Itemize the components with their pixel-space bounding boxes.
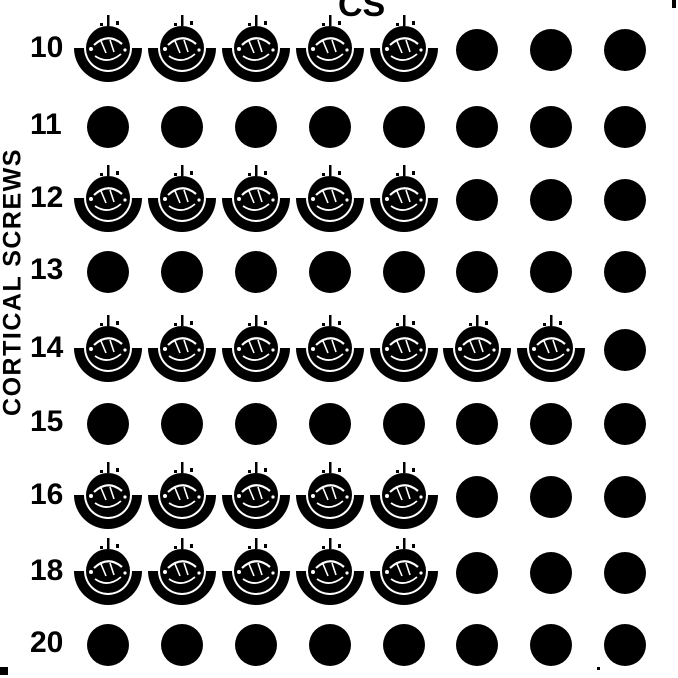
- empty-hole-icon: [161, 403, 203, 445]
- row-label: 15: [30, 405, 64, 438]
- empty-hole-icon: [604, 403, 646, 445]
- empty-hole-icon: [604, 29, 646, 71]
- empty-hole-icon: [383, 106, 425, 148]
- screw-head-icon: [70, 535, 146, 611]
- screw-head-icon: [70, 459, 146, 535]
- empty-hole-icon: [309, 624, 351, 666]
- empty-hole-icon: [530, 552, 572, 594]
- empty-hole-icon: [456, 106, 498, 148]
- empty-hole-icon: [456, 251, 498, 293]
- empty-hole-icon: [87, 403, 129, 445]
- screw-head-icon: [292, 12, 368, 88]
- screw-head-icon: [70, 12, 146, 88]
- empty-hole-icon: [161, 624, 203, 666]
- row-label: 11: [30, 108, 62, 141]
- row-label: 14: [30, 331, 64, 364]
- empty-hole-icon: [456, 624, 498, 666]
- screw-head-icon: [366, 12, 442, 88]
- empty-hole-icon: [456, 179, 498, 221]
- empty-hole-icon: [161, 106, 203, 148]
- screw-head-icon: [218, 312, 294, 388]
- empty-hole-icon: [530, 476, 572, 518]
- empty-hole-icon: [383, 624, 425, 666]
- screw-head-icon: [366, 459, 442, 535]
- screw-head-icon: [366, 162, 442, 238]
- screw-head-icon: [218, 459, 294, 535]
- empty-hole-icon: [456, 552, 498, 594]
- screw-head-icon: [292, 162, 368, 238]
- empty-hole-icon: [604, 552, 646, 594]
- corner-mark: [0, 667, 8, 675]
- row-label: 20: [30, 626, 64, 659]
- screw-head-icon: [366, 535, 442, 611]
- empty-hole-icon: [604, 179, 646, 221]
- empty-hole-icon: [530, 403, 572, 445]
- empty-hole-icon: [383, 251, 425, 293]
- row-label: 13: [30, 253, 64, 286]
- row-label: 16: [30, 478, 64, 511]
- empty-hole-icon: [235, 403, 277, 445]
- empty-hole-icon: [530, 106, 572, 148]
- screw-head-icon: [366, 312, 442, 388]
- empty-hole-icon: [235, 624, 277, 666]
- empty-hole-icon: [604, 106, 646, 148]
- empty-hole-icon: [456, 29, 498, 71]
- empty-hole-icon: [383, 403, 425, 445]
- empty-hole-icon: [309, 403, 351, 445]
- empty-hole-icon: [235, 106, 277, 148]
- screw-head-icon: [144, 162, 220, 238]
- screw-head-icon: [292, 535, 368, 611]
- empty-hole-icon: [87, 624, 129, 666]
- empty-hole-icon: [604, 476, 646, 518]
- empty-hole-icon: [530, 624, 572, 666]
- empty-hole-icon: [309, 251, 351, 293]
- empty-hole-icon: [456, 403, 498, 445]
- top-title: CS: [338, 0, 386, 24]
- side-title: CORTICAL SCREWS: [0, 148, 27, 416]
- row-label: 18: [30, 554, 64, 587]
- screw-head-icon: [513, 312, 589, 388]
- row-label: 10: [30, 31, 64, 64]
- empty-hole-icon: [309, 106, 351, 148]
- empty-hole-icon: [235, 251, 277, 293]
- screw-head-icon: [218, 535, 294, 611]
- screw-head-icon: [144, 12, 220, 88]
- screw-head-icon: [218, 12, 294, 88]
- screw-head-icon: [144, 535, 220, 611]
- empty-hole-icon: [604, 251, 646, 293]
- empty-hole-icon: [604, 624, 646, 666]
- screw-head-icon: [218, 162, 294, 238]
- corner-mark: [672, 0, 676, 8]
- empty-hole-icon: [161, 251, 203, 293]
- screw-head-icon: [144, 459, 220, 535]
- screw-head-icon: [292, 312, 368, 388]
- empty-hole-icon: [604, 329, 646, 371]
- screw-head-icon: [439, 312, 515, 388]
- empty-hole-icon: [456, 476, 498, 518]
- row-label: 12: [30, 181, 64, 214]
- screw-head-icon: [144, 312, 220, 388]
- empty-hole-icon: [87, 251, 129, 293]
- screw-head-icon: [70, 162, 146, 238]
- screw-head-icon: [70, 312, 146, 388]
- empty-hole-icon: [530, 29, 572, 71]
- empty-hole-icon: [530, 251, 572, 293]
- empty-hole-icon: [87, 106, 129, 148]
- empty-hole-icon: [530, 179, 572, 221]
- corner-mark: [597, 667, 600, 670]
- screw-head-icon: [292, 459, 368, 535]
